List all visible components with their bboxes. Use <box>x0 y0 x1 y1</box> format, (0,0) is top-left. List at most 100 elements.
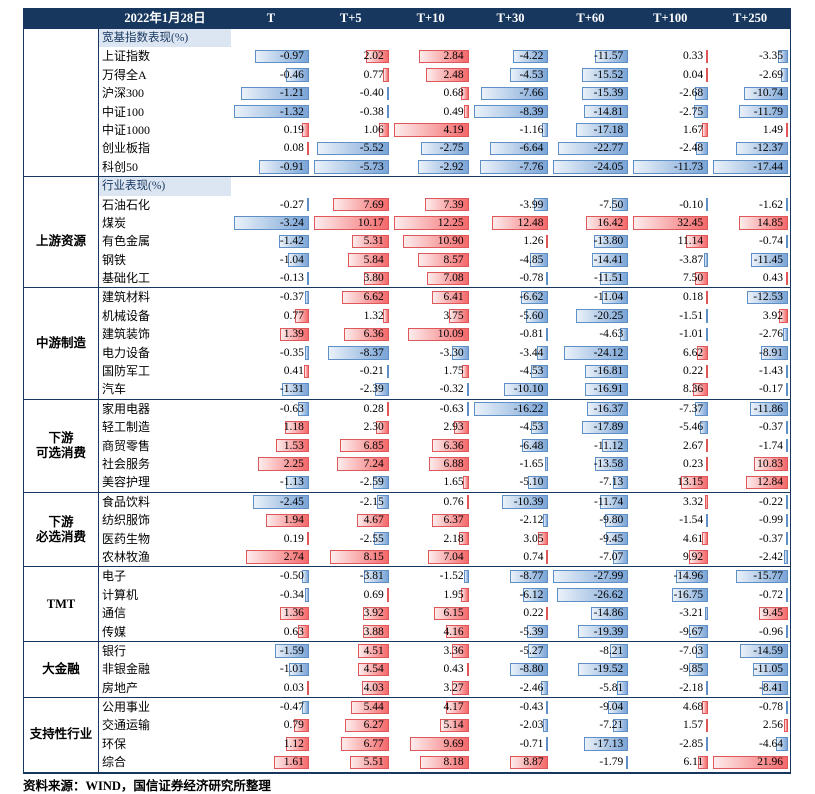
data-bar <box>584 737 629 751</box>
cell-value: -1.01 <box>679 328 704 341</box>
industry-group: 上游资源 石油石化 -0.27 7.69 7.39 -3.99 -7.50 -0.10 -1.6… <box>24 195 790 288</box>
cell-value: 6.27 <box>363 719 384 732</box>
value-cell: -0.17 <box>710 380 790 398</box>
value-cell: -7.13 <box>550 473 630 491</box>
cell-value: 7.50 <box>683 272 704 285</box>
section-label-filler <box>231 29 790 47</box>
data-bar <box>706 718 709 733</box>
cell-value: -17.13 <box>593 737 624 750</box>
cell-value: -8.37 <box>359 346 384 359</box>
value-cell: -8.77 <box>471 567 551 585</box>
cell-value: 7.04 <box>443 550 464 563</box>
cell-value: -1.21 <box>279 87 304 100</box>
data-bar <box>601 290 629 305</box>
data-bar <box>749 402 789 416</box>
cell-value: -9.67 <box>679 625 704 638</box>
cell-value: -3.21 <box>679 607 704 620</box>
value-cell: -1.54 <box>630 511 710 529</box>
cell-value: 1.32 <box>363 309 384 322</box>
data-bar <box>306 198 309 212</box>
data-bar <box>585 364 629 378</box>
data-bar <box>786 513 789 528</box>
value-cell: -11.57 <box>550 47 630 65</box>
data-bar <box>294 309 309 323</box>
data-bar <box>449 309 469 323</box>
cell-value: -11.73 <box>673 160 704 173</box>
data-bar <box>780 68 789 82</box>
table-row: 交通运输 0.79 6.27 5.14 -2.03 -7.21 1.57 2.56 <box>99 716 790 734</box>
value-cell: 9.69 <box>391 735 471 753</box>
value-cell: -11.12 <box>550 437 630 455</box>
value-cell: -4.22 <box>471 47 551 65</box>
data-bar <box>786 234 789 249</box>
cell-value: 2.93 <box>443 421 464 434</box>
value-cell: -7.03 <box>630 642 710 660</box>
cell-value: 11.14 <box>677 235 704 248</box>
cell-value: 14.85 <box>757 216 784 229</box>
value-cell: 6.27 <box>311 716 391 734</box>
data-bar <box>612 718 629 733</box>
cell-value: 1.53 <box>283 439 304 452</box>
data-bar <box>564 346 629 360</box>
data-bar <box>240 86 309 101</box>
value-cell: -11.73 <box>630 158 710 176</box>
row-label: 中证1000 <box>102 122 151 137</box>
cell-value: 8.87 <box>523 756 544 769</box>
data-bar <box>620 327 629 342</box>
data-bar <box>358 644 389 658</box>
value-cell: 0.19 <box>231 530 311 548</box>
data-bar <box>279 327 309 342</box>
value-cell: -0.32 <box>391 380 471 398</box>
data-bar <box>696 346 709 360</box>
cell-value: -2.75 <box>679 105 704 118</box>
cell-value: -1.79 <box>599 756 624 769</box>
row-label: 交通运输 <box>102 718 151 733</box>
data-bar <box>694 105 709 119</box>
data-bar <box>557 588 629 602</box>
data-bar <box>479 160 549 174</box>
data-bar <box>696 141 709 156</box>
data-bar <box>784 550 789 564</box>
value-cell: 3.80 <box>311 269 391 287</box>
row-label: 钢铁 <box>102 252 127 267</box>
data-bar <box>462 364 469 378</box>
value-cell: 0.22 <box>471 604 551 622</box>
data-bar <box>305 588 309 602</box>
cell-value: 10.09 <box>437 328 464 341</box>
cell-value: -0.46 <box>279 68 304 81</box>
data-bar <box>680 475 709 490</box>
cell-value: -1.42 <box>279 235 304 248</box>
data-bar <box>473 402 549 416</box>
row-label: 汽车 <box>102 382 127 397</box>
value-cell: 0.04 <box>630 66 710 84</box>
value-cell: 1.26 <box>471 232 551 250</box>
table-row: 电力设备 -0.35 -8.37 -3.30 -3.44 -24.12 6.62 -8.91 <box>99 344 790 362</box>
data-bar <box>706 439 709 453</box>
value-cell: 1.49 <box>710 121 790 139</box>
cell-value: 0.03 <box>283 681 304 694</box>
row-label: 社会服务 <box>102 456 151 471</box>
cell-value: -17.44 <box>753 160 784 173</box>
cell-value: -2.76 <box>759 328 784 341</box>
cell-value: -19.52 <box>593 663 624 676</box>
cell-value: -0.96 <box>759 625 784 638</box>
cell-value: -4.53 <box>519 421 544 434</box>
value-cell: -8.91 <box>710 344 790 362</box>
cell-value: 0.33 <box>683 50 704 63</box>
data-bar <box>606 532 629 546</box>
value-cell: 1.12 <box>231 735 311 753</box>
value-cell: -0.37 <box>231 288 311 306</box>
data-bar <box>685 234 709 249</box>
data-bar <box>344 718 389 733</box>
data-bar <box>427 271 469 285</box>
value-cell: -10.74 <box>710 84 790 102</box>
cell-value: 8.18 <box>443 756 464 769</box>
cell-value: 6.37 <box>443 514 464 527</box>
cell-value: -13.58 <box>593 457 624 470</box>
cell-value: 1.65 <box>443 476 464 489</box>
data-bar <box>585 382 629 397</box>
row-label: 非银金融 <box>102 662 151 677</box>
data-bar <box>586 402 629 416</box>
data-bar <box>706 364 709 378</box>
value-cell: -1.13 <box>231 473 311 491</box>
